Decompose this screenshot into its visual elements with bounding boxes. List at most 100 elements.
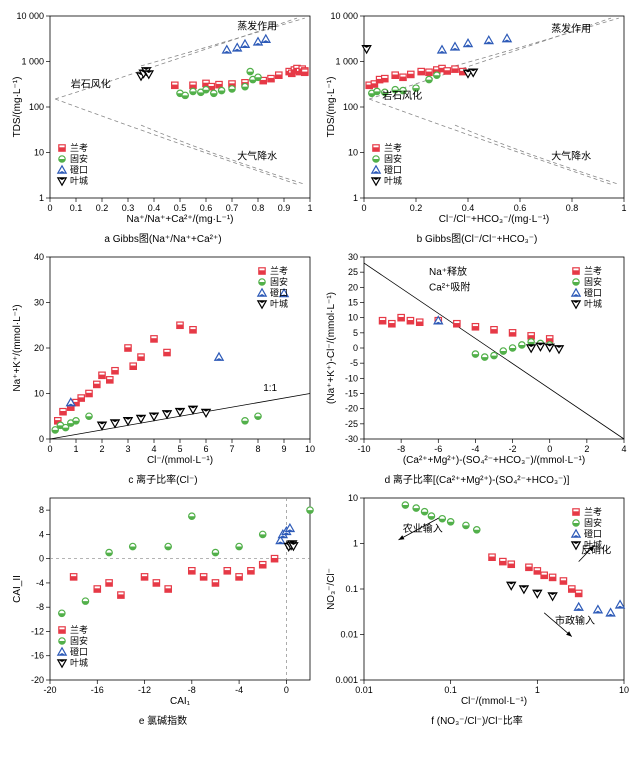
svg-text:-4: -4	[471, 444, 479, 454]
svg-text:磴口: 磴口	[384, 164, 402, 175]
svg-text:磴口: 磴口	[270, 287, 288, 298]
svg-text:农业输入: 农业输入	[403, 522, 443, 535]
svg-text:8: 8	[255, 444, 260, 454]
svg-text:兰考: 兰考	[70, 624, 88, 635]
svg-text:-20: -20	[345, 404, 358, 414]
svg-text:-15: -15	[345, 389, 358, 399]
svg-text:固安: 固安	[270, 276, 288, 287]
svg-text:-8: -8	[397, 444, 405, 454]
svg-text:TDS/(mg·L⁻¹): TDS/(mg·L⁻¹)	[12, 77, 23, 138]
svg-text:25: 25	[348, 267, 358, 277]
svg-text:0: 0	[39, 434, 44, 444]
svg-text:40: 40	[34, 252, 44, 262]
svg-text:固安: 固安	[70, 635, 88, 646]
panel-b: 00.20.40.60.811101001 00010 000Cl⁻/Cl⁻+H…	[322, 8, 632, 245]
svg-text:市政输入: 市政输入	[555, 614, 595, 627]
svg-text:CAI_II: CAI_II	[12, 575, 23, 603]
svg-text:NO₃⁻/Cl⁻: NO₃⁻/Cl⁻	[326, 568, 337, 610]
svg-text:固安: 固安	[70, 153, 88, 164]
svg-text:Cl⁻/Cl⁻+HCO₃⁻/(mg·L⁻¹): Cl⁻/Cl⁻+HCO₃⁻/(mg·L⁻¹)	[439, 214, 549, 225]
svg-text:4: 4	[621, 444, 626, 454]
svg-text:4: 4	[39, 529, 44, 539]
svg-text:10: 10	[305, 444, 315, 454]
svg-text:100: 100	[343, 102, 358, 112]
svg-text:0.1: 0.1	[70, 203, 83, 213]
caption-c: c 离子比率(Cl⁻)	[8, 471, 318, 486]
svg-text:大气降水: 大气降水	[551, 150, 591, 163]
svg-text:0.6: 0.6	[200, 203, 213, 213]
svg-text:Cl⁻/(mmol·L⁻¹): Cl⁻/(mmol·L⁻¹)	[461, 696, 527, 707]
svg-text:1: 1	[39, 193, 44, 203]
panel-e: -20-16-12-8-40-20-16-12-8-4048CAI₁CAI_II…	[8, 490, 318, 727]
svg-text:0.01: 0.01	[340, 630, 358, 640]
svg-text:-12: -12	[31, 626, 44, 636]
svg-text:-16: -16	[31, 651, 44, 661]
svg-text:1 000: 1 000	[21, 57, 44, 67]
svg-text:10: 10	[348, 313, 358, 323]
svg-text:-16: -16	[91, 685, 104, 695]
svg-text:0.3: 0.3	[122, 203, 135, 213]
svg-text:1:1: 1:1	[263, 383, 277, 394]
svg-text:0: 0	[284, 685, 289, 695]
svg-text:10: 10	[348, 493, 358, 503]
svg-text:20: 20	[348, 282, 358, 292]
panel-c: 012345678910010203040Cl⁻/(mmol·L⁻¹)Na⁺+K…	[8, 249, 318, 486]
svg-text:30: 30	[34, 298, 44, 308]
svg-text:0.4: 0.4	[148, 203, 161, 213]
svg-text:-20: -20	[43, 685, 56, 695]
svg-text:10: 10	[34, 389, 44, 399]
svg-text:叶城: 叶城	[584, 540, 602, 550]
svg-text:(Na⁺+K⁺)-Cl⁻/(mmol·L⁻¹): (Na⁺+K⁺)-Cl⁻/(mmol·L⁻¹)	[326, 292, 337, 404]
svg-text:10: 10	[348, 148, 358, 158]
svg-text:-8: -8	[188, 685, 196, 695]
svg-text:20: 20	[34, 343, 44, 353]
caption-d: d 离子比率[(Ca²⁺+Mg²⁺)-(SO₄²⁻+HCO₃⁻)]	[322, 471, 632, 486]
svg-text:-2: -2	[509, 444, 517, 454]
svg-text:10 000: 10 000	[330, 11, 358, 21]
svg-text:0.9: 0.9	[278, 203, 291, 213]
svg-text:6: 6	[203, 444, 208, 454]
svg-text:4: 4	[151, 444, 156, 454]
svg-text:蒸发作用: 蒸发作用	[551, 22, 591, 35]
svg-text:0.01: 0.01	[355, 685, 373, 695]
svg-text:15: 15	[348, 298, 358, 308]
svg-text:Cl⁻/(mmol·L⁻¹): Cl⁻/(mmol·L⁻¹)	[147, 455, 213, 466]
svg-text:7: 7	[229, 444, 234, 454]
svg-text:-4: -4	[36, 578, 44, 588]
svg-text:0: 0	[361, 203, 366, 213]
svg-text:30: 30	[348, 252, 358, 262]
svg-text:磴口: 磴口	[584, 287, 602, 298]
svg-text:1: 1	[73, 444, 78, 454]
svg-text:0: 0	[47, 444, 52, 454]
svg-text:5: 5	[177, 444, 182, 454]
svg-text:0: 0	[47, 203, 52, 213]
svg-text:Na⁺+K⁺/(mmol·L⁻¹): Na⁺+K⁺/(mmol·L⁻¹)	[12, 304, 23, 391]
svg-text:0.2: 0.2	[96, 203, 109, 213]
svg-text:1: 1	[621, 203, 626, 213]
caption-b: b Gibbs图(Cl⁻/Cl⁻+HCO₃⁻)	[322, 230, 632, 245]
svg-text:磴口: 磴口	[70, 646, 88, 657]
svg-text:-6: -6	[434, 444, 442, 454]
svg-text:固安: 固安	[384, 153, 402, 164]
svg-text:0.4: 0.4	[462, 203, 475, 213]
svg-text:-10: -10	[345, 373, 358, 383]
caption-e: e 氯碱指数	[8, 712, 318, 727]
svg-text:Na⁺/Na⁺+Ca²⁺/(mg·L⁻¹): Na⁺/Na⁺+Ca²⁺/(mg·L⁻¹)	[127, 214, 234, 225]
svg-text:1: 1	[535, 685, 540, 695]
svg-text:2: 2	[99, 444, 104, 454]
svg-text:10: 10	[619, 685, 629, 695]
svg-text:兰考: 兰考	[270, 265, 288, 276]
svg-text:兰考: 兰考	[384, 142, 402, 153]
svg-text:0.1: 0.1	[444, 685, 457, 695]
svg-text:-30: -30	[345, 434, 358, 444]
svg-text:磴口: 磴口	[70, 164, 88, 175]
svg-text:2: 2	[584, 444, 589, 454]
svg-text:-20: -20	[31, 675, 44, 685]
svg-text:9: 9	[281, 444, 286, 454]
svg-text:兰考: 兰考	[584, 265, 602, 276]
svg-text:0: 0	[353, 343, 358, 353]
svg-text:-25: -25	[345, 419, 358, 429]
svg-text:-4: -4	[235, 685, 243, 695]
svg-text:(Ca²⁺+Mg²⁺)-(SO₄²⁻+HCO₃⁻)/(mmo: (Ca²⁺+Mg²⁺)-(SO₄²⁻+HCO₃⁻)/(mmol·L⁻¹)	[403, 455, 585, 466]
panel-d: -10-8-6-4-2024-30-25-20-15-10-5051015202…	[322, 249, 632, 486]
